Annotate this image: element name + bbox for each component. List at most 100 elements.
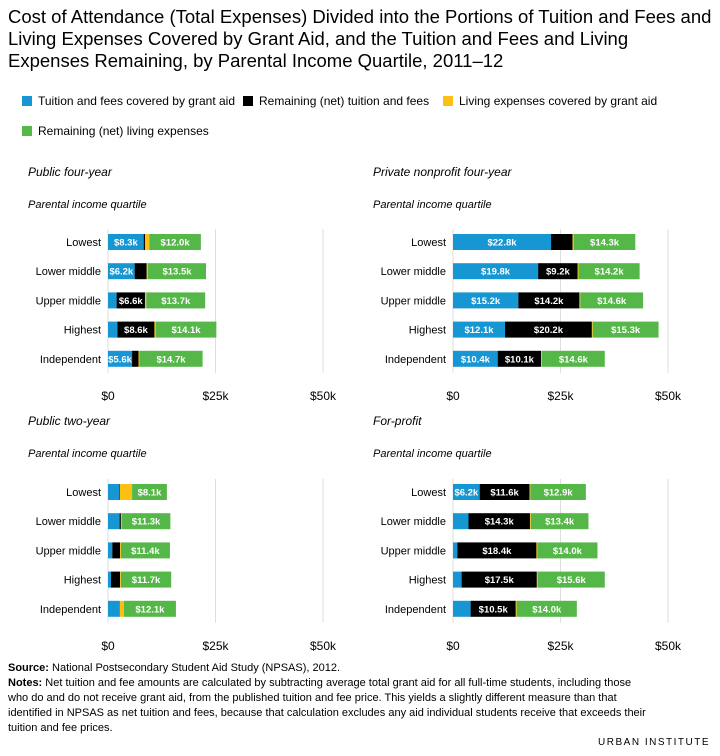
bar-segment-net-tuition bbox=[457, 542, 537, 559]
bar-segment-net-tuition bbox=[116, 292, 145, 309]
bar-segment-living-grant bbox=[591, 321, 593, 338]
category-label-for-profit: Lower middle bbox=[381, 516, 446, 528]
category-label-private-nonprofit: Upper middle bbox=[381, 295, 446, 307]
axis-label-public-two-year: Parental income quartile bbox=[28, 448, 147, 460]
legend-item-net-living: Remaining (net) living expenses bbox=[22, 124, 209, 138]
data-label-net-tuition: $14.2k bbox=[534, 296, 564, 307]
legend-label-tuition-grant: Tuition and fees covered by grant aid bbox=[38, 94, 236, 108]
data-label-net-living: $14.6k bbox=[597, 296, 627, 307]
bar-segment-living-grant bbox=[138, 350, 140, 367]
bar-segment-living-grant bbox=[541, 350, 543, 367]
x-tick-private-nonprofit: $25k bbox=[547, 389, 574, 403]
x-tick-private-nonprofit: $0 bbox=[446, 389, 460, 403]
bar-segment-tuition-grant bbox=[108, 484, 120, 500]
panel-title-private-nonprofit: Private nonprofit four-year bbox=[373, 165, 513, 179]
category-label-private-nonprofit: Lower middle bbox=[381, 266, 446, 278]
legend-swatch-tuition-grant bbox=[22, 96, 32, 106]
bar-segment-net-living bbox=[537, 542, 598, 559]
data-label-net-living: $13.5k bbox=[162, 267, 192, 278]
bar-segment-net-living bbox=[155, 321, 217, 338]
bar-segment-tuition-grant bbox=[453, 600, 471, 617]
legend-item-living-grant: Living expenses covered by grant aid bbox=[443, 94, 657, 108]
bar-segment-tuition-grant bbox=[108, 234, 144, 250]
bar-segment-living-grant bbox=[120, 542, 121, 559]
legend-swatch-net-living bbox=[22, 126, 32, 136]
category-label-public-four-year: Highest bbox=[64, 325, 101, 337]
legend-label-net-tuition: Remaining (net) tuition and fees bbox=[259, 94, 430, 108]
category-label-private-nonprofit: Lowest bbox=[411, 237, 446, 249]
bar-segment-tuition-grant bbox=[108, 263, 135, 280]
bar-segment-net-living bbox=[121, 513, 171, 530]
category-label-public-four-year: Upper middle bbox=[36, 295, 101, 307]
data-label-net-tuition: $17.5k bbox=[485, 575, 515, 586]
bar-segment-tuition-grant bbox=[108, 571, 112, 588]
bar-segment-living-grant bbox=[577, 263, 579, 280]
category-label-for-profit: Upper middle bbox=[381, 545, 446, 557]
bar-segment-net-tuition bbox=[470, 600, 516, 617]
bar-segment-net-tuition bbox=[518, 292, 580, 309]
bar-segment-net-tuition bbox=[119, 513, 121, 530]
bar-segment-living-grant bbox=[529, 513, 531, 530]
category-label-private-nonprofit: Highest bbox=[409, 325, 446, 337]
bar-segment-living-grant bbox=[536, 542, 538, 559]
bar-segment-net-tuition bbox=[505, 321, 592, 338]
x-tick-public-four-year: $0 bbox=[101, 389, 115, 403]
notes-text: Net tuition and fee amounts are calculat… bbox=[8, 677, 646, 734]
bar-segment-tuition-grant bbox=[453, 234, 552, 250]
data-label-net-living: $15.3k bbox=[611, 325, 641, 336]
bar-segment-living-grant bbox=[120, 571, 121, 588]
category-label-public-two-year: Lower middle bbox=[36, 516, 101, 528]
bar-segment-net-tuition bbox=[461, 571, 537, 588]
x-tick-for-profit: $25k bbox=[547, 639, 574, 653]
bar-segment-net-tuition bbox=[551, 234, 573, 250]
data-label-net-living: $14.2k bbox=[595, 267, 625, 278]
data-label-net-living: $14.6k bbox=[559, 354, 589, 365]
bar-segment-tuition-grant bbox=[453, 484, 480, 500]
bar-segment-net-tuition bbox=[111, 571, 121, 588]
category-label-for-profit: Independent bbox=[385, 604, 446, 616]
data-label-net-living: $14.7k bbox=[156, 354, 186, 365]
bar-segment-tuition-grant bbox=[108, 350, 133, 367]
data-label-tuition-grant: $6.2k bbox=[109, 267, 133, 278]
x-tick-private-nonprofit: $50k bbox=[655, 389, 682, 403]
data-label-net-living: $11.7k bbox=[132, 575, 161, 586]
chart-title: Cost of Attendance (Total Expenses) Divi… bbox=[8, 6, 712, 71]
data-label-net-tuition: $10.1k bbox=[505, 354, 535, 365]
category-label-public-two-year: Lowest bbox=[66, 487, 101, 499]
notes: Notes: Net tuition and fee amounts are c… bbox=[8, 676, 648, 736]
legend-label-net-living: Remaining (net) living expenses bbox=[38, 124, 209, 138]
x-tick-for-profit: $50k bbox=[655, 639, 682, 653]
category-label-for-profit: Lowest bbox=[411, 487, 446, 499]
category-label-public-four-year: Independent bbox=[40, 354, 101, 366]
x-tick-public-two-year: $0 bbox=[101, 639, 115, 653]
legend-label-living-grant: Living expenses covered by grant aid bbox=[459, 94, 658, 108]
data-label-net-tuition: $18.4k bbox=[482, 546, 512, 557]
x-tick-public-two-year: $50k bbox=[310, 639, 337, 653]
bar-segment-net-tuition bbox=[497, 350, 542, 367]
bar-segment-net-tuition bbox=[538, 263, 578, 280]
bar-segment-net-tuition bbox=[112, 542, 121, 559]
category-label-for-profit: Highest bbox=[409, 575, 446, 587]
bar-segment-living-grant bbox=[536, 571, 538, 588]
bar-segment-net-living bbox=[132, 484, 167, 500]
data-label-tuition-grant: $12.1k bbox=[464, 325, 494, 336]
x-tick-public-four-year: $50k bbox=[310, 389, 337, 403]
bar-segment-living-grant bbox=[529, 484, 531, 500]
category-label-public-four-year: Lowest bbox=[66, 237, 101, 249]
axis-label-public-four-year: Parental income quartile bbox=[28, 199, 147, 211]
data-label-tuition-grant: $22.8k bbox=[487, 238, 517, 249]
data-label-net-living: $15.6k bbox=[557, 575, 587, 586]
data-label-net-living: $11.4k bbox=[131, 546, 160, 557]
bar-segment-living-grant bbox=[146, 263, 148, 280]
bar-segment-net-living bbox=[139, 350, 203, 367]
data-label-tuition-grant: $15.2k bbox=[471, 296, 501, 307]
bar-segment-net-living bbox=[123, 600, 176, 617]
data-label-net-living: $14.3k bbox=[590, 238, 620, 249]
bar-segment-tuition-grant bbox=[108, 513, 120, 530]
bar-segment-tuition-grant bbox=[453, 321, 506, 338]
bar-segment-net-living bbox=[146, 292, 206, 309]
bar-segment-net-tuition bbox=[117, 321, 155, 338]
source-note: Source: National Postsecondary Student A… bbox=[8, 661, 648, 676]
data-label-tuition-grant: $6.2k bbox=[454, 488, 478, 499]
data-label-tuition-grant: $19.8k bbox=[481, 267, 511, 278]
